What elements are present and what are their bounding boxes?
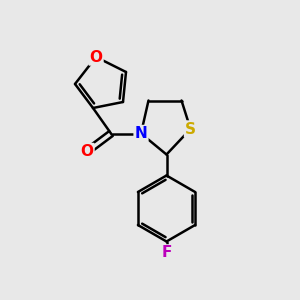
Text: O: O bbox=[89, 50, 103, 64]
Text: F: F bbox=[161, 245, 172, 260]
Text: S: S bbox=[185, 122, 196, 136]
Text: O: O bbox=[80, 144, 94, 159]
Text: N: N bbox=[135, 126, 147, 141]
